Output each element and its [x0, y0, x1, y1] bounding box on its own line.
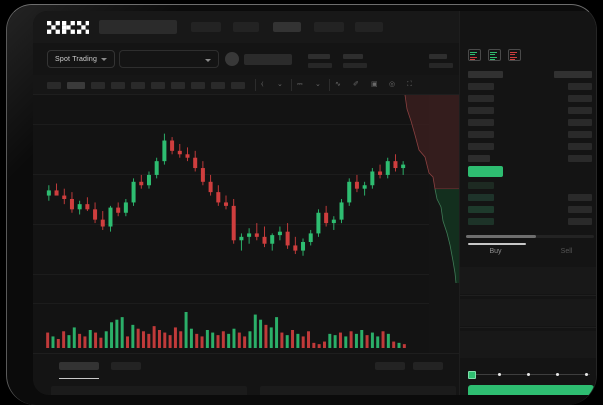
timeframe-1w[interactable]: [151, 82, 165, 89]
active-order-tab-underline: [468, 243, 526, 245]
line-chart-icon[interactable]: ∿: [335, 81, 341, 88]
timeframe-1m[interactable]: [47, 82, 61, 89]
chevron-down-icon: [101, 57, 108, 61]
bottom-tab-open-orders[interactable]: [59, 362, 99, 370]
search-input[interactable]: [99, 20, 177, 34]
slider-step-50[interactable]: [527, 373, 530, 376]
camera-icon[interactable]: ▣: [371, 81, 378, 88]
slider-step-25[interactable]: [498, 373, 501, 376]
indicators-dropdown[interactable]: ⌄: [277, 81, 283, 88]
stat-24h-high-low: [343, 54, 367, 68]
timeframe-1mo[interactable]: [171, 82, 185, 89]
orderbook-asks-icon[interactable]: [508, 49, 521, 61]
timeframe-1h[interactable]: [91, 82, 105, 89]
last-price-value: [244, 54, 292, 65]
nav-item-1[interactable]: [191, 22, 221, 32]
order-total-field[interactable]: [460, 331, 596, 358]
coin-avatar-icon: [225, 52, 239, 66]
chart-type-button[interactable]: ⎓: [297, 81, 303, 88]
device-bezel: Spot Trading: [6, 4, 597, 405]
slider-step-100[interactable]: [585, 373, 588, 376]
nav-item-3[interactable]: [273, 22, 301, 32]
tab-sell[interactable]: Sell: [560, 248, 573, 255]
chart-toolbar: ⧼ ⌄ ⎓ ⌄ ∿ ✐ ▣ ◎ ⛶: [33, 75, 596, 95]
slider-handle[interactable]: [468, 371, 476, 379]
trading-mode-selector[interactable]: Spot Trading: [47, 50, 116, 68]
timeframe-1d[interactable]: [131, 82, 145, 89]
nav-item-5[interactable]: [355, 22, 383, 32]
slider-track: [472, 374, 590, 375]
depth-chart-overlay: [404, 95, 459, 283]
bottom-tab-order-history[interactable]: [111, 362, 141, 370]
bottom-action-2[interactable]: [413, 362, 443, 370]
orderbook-both-icon[interactable]: [468, 49, 481, 61]
app-screen: Spot Trading: [33, 11, 596, 395]
order-price-field[interactable]: [460, 267, 596, 294]
timeframe-extra[interactable]: [231, 82, 245, 89]
orderbook-view-modes: [468, 49, 521, 61]
trading-pair-selector[interactable]: [119, 50, 219, 68]
orderbook-bids-icon[interactable]: [488, 49, 501, 61]
volume-series: [46, 312, 406, 348]
chart-settings-button[interactable]: ◎: [389, 81, 396, 88]
orderbook-scrollbar[interactable]: [466, 235, 594, 238]
volume-chart[interactable]: [33, 303, 429, 353]
timeframe-15m[interactable]: [67, 82, 85, 89]
trading-mode-label: Spot Trading: [55, 55, 98, 63]
chevron-down-icon: [205, 59, 211, 62]
order-form-tabs: Buy Sell: [460, 243, 596, 265]
candlestick-series: [46, 133, 406, 256]
price-chart[interactable]: [33, 95, 429, 303]
stat-24h-change: [308, 54, 332, 68]
tab-buy[interactable]: Buy: [489, 248, 502, 255]
order-panel: Buy Sell: [459, 11, 596, 395]
order-amount-field[interactable]: [460, 299, 596, 326]
bottom-panel: [33, 353, 459, 395]
bottom-content-block-2: [260, 386, 456, 395]
orderbook[interactable]: [460, 67, 596, 227]
slider-step-75[interactable]: [556, 373, 559, 376]
okx-logo-icon[interactable]: [47, 21, 89, 34]
timeframe-4h[interactable]: [111, 82, 125, 89]
timeframe-more[interactable]: [191, 82, 205, 89]
bottom-content-block-1: [51, 386, 247, 395]
indicators-button[interactable]: ⧼: [261, 81, 264, 88]
nav-item-2[interactable]: [233, 22, 259, 32]
submit-order-button[interactable]: [468, 385, 594, 395]
timeframe-custom[interactable]: [211, 82, 225, 89]
chart-type-dropdown[interactable]: ⌄: [315, 81, 321, 88]
stat-24h-volume: [429, 54, 453, 68]
fullscreen-button[interactable]: ⛶: [407, 81, 412, 88]
active-tab-underline: [59, 378, 99, 379]
nav-item-4[interactable]: [314, 22, 344, 32]
pencil-icon[interactable]: ✐: [353, 81, 359, 88]
orderbook-current-price-row: [468, 166, 503, 177]
amount-slider[interactable]: [468, 370, 594, 379]
bottom-action-1[interactable]: [375, 362, 405, 370]
